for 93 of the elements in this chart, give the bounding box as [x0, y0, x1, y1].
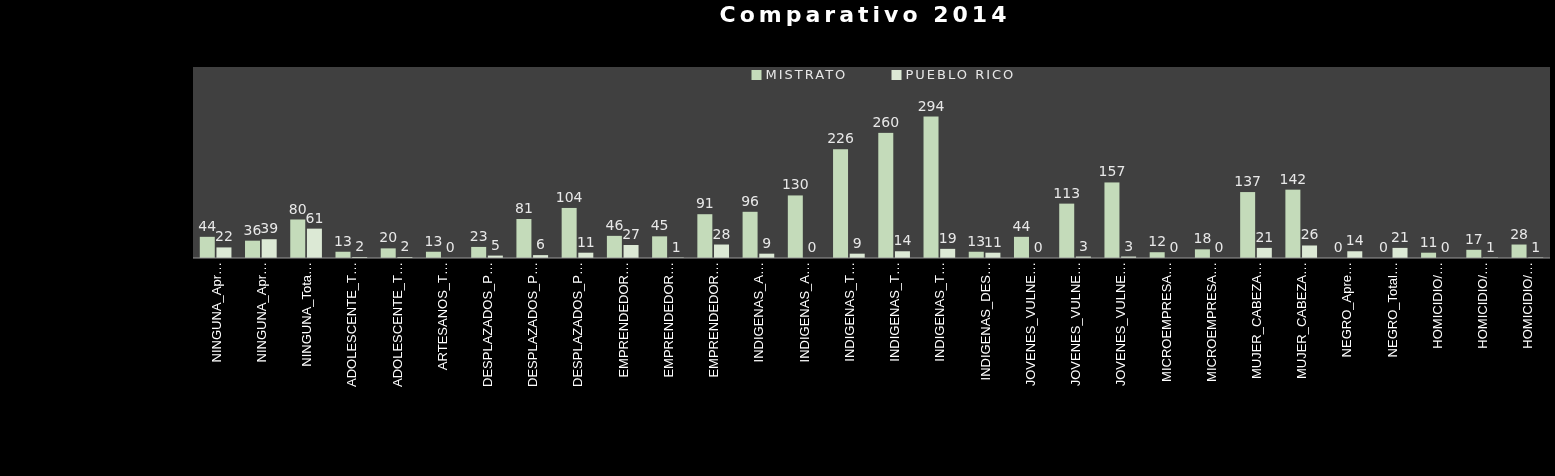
x-tick-label: ARTESANOS_T… [434, 262, 450, 371]
data-label: 18 [1193, 230, 1212, 247]
x-tick-label: NINGUNA_Tota… [299, 262, 315, 367]
x-tick-label: HOMICIDIO/… [1429, 262, 1445, 349]
data-label: 14 [1345, 232, 1364, 249]
x-tick-label: MICROEMPRESA… [1203, 262, 1219, 382]
data-label: 0 [1033, 239, 1043, 255]
x-tick-label: NEGRO_Apre… [1339, 262, 1355, 358]
data-label: 61 [305, 209, 324, 226]
data-label: 11 [1419, 233, 1438, 250]
data-label: 46 [605, 216, 624, 233]
x-tick-label: NINGUNA_Apr… [253, 262, 269, 363]
data-label: 27 [622, 226, 640, 243]
data-label: 0 [1214, 239, 1224, 255]
data-label: 6 [536, 236, 546, 253]
data-label: 0 [807, 239, 817, 255]
data-label: 0 [1440, 239, 1450, 255]
data-label: 12 [1148, 233, 1167, 250]
x-tick-label: JOVENES_VULNE… [1022, 262, 1038, 387]
data-label: 2 [355, 238, 365, 255]
x-tick-label: EMPRENDEDOR… [615, 262, 631, 378]
data-label: 104 [555, 188, 583, 205]
data-label: 28 [1510, 225, 1528, 242]
data-label: 0 [1333, 239, 1343, 255]
data-label: 142 [1279, 170, 1307, 187]
data-label: 11 [576, 233, 595, 250]
data-label: 5 [490, 236, 500, 253]
data-label: 0 [1378, 239, 1388, 255]
x-tick-label: JOVENES_VULNE… [1068, 262, 1084, 387]
x-tick-label: EMPRENDEDOR… [706, 262, 722, 378]
x-tick-label: DESPLAZADOS_P… [570, 262, 586, 387]
data-label: 113 [1053, 184, 1081, 201]
x-tick-label: JOVENES_VULNE… [1113, 262, 1129, 387]
data-label: 36 [243, 221, 262, 238]
x-tick-label: INDIGENAS_A… [796, 262, 812, 363]
data-label: 22 [215, 228, 233, 245]
data-label: 91 [695, 195, 714, 212]
data-label: 81 [515, 200, 533, 217]
x-tick-label: INDIGENAS_T… [932, 262, 948, 362]
data-label: 1 [1531, 238, 1541, 255]
legend-label: MISTRATO [765, 67, 848, 82]
data-label: 13 [424, 232, 443, 249]
x-tick-label: HOMICIDIO/… [1475, 262, 1491, 349]
data-label: 130 [781, 176, 809, 193]
data-label: 9 [762, 234, 772, 251]
data-label: 11 [984, 233, 1002, 250]
data-label: 2 [400, 238, 410, 255]
data-label: 44 [198, 217, 217, 234]
data-label: 0 [1169, 239, 1179, 255]
data-label: 23 [469, 227, 488, 244]
x-tick-label: INDIGENAS_A… [751, 262, 767, 363]
x-tick-label: INDIGENAS_DES… [977, 262, 993, 381]
data-label: 294 [917, 97, 945, 114]
legend-label: PUEBLO RICO [905, 67, 1016, 82]
data-label: 260 [872, 113, 900, 130]
data-label: 96 [741, 192, 760, 209]
data-label: 17 [1464, 230, 1483, 247]
data-label: 13 [967, 232, 986, 249]
data-label: 137 [1234, 173, 1262, 190]
x-tick-label: MICROEMPRESA… [1158, 262, 1174, 382]
data-label: 9 [852, 234, 862, 251]
x-tick-label: ADOLESCENTE_T… [344, 262, 360, 387]
data-label: 14 [893, 232, 912, 249]
data-label: 226 [827, 130, 854, 147]
x-tick-label: NINGUNA_Apr… [208, 262, 224, 363]
data-label: 19 [938, 229, 957, 246]
data-label: 45 [650, 217, 669, 234]
x-tick-label: ADOLESCENTE_T… [389, 262, 405, 387]
data-label: 1 [671, 238, 681, 255]
data-label: 1 [1486, 238, 1495, 255]
data-label: 157 [1098, 163, 1126, 180]
data-label: 26 [1300, 226, 1319, 243]
data-label: 3 [1078, 237, 1088, 254]
chart-title: Comparativo 2014 [719, 2, 1011, 27]
data-label: 3 [1124, 237, 1134, 254]
x-tick-label: DESPLAZADOS_P… [525, 262, 541, 387]
x-tick-label: INDIGENAS_T… [841, 262, 857, 362]
x-tick-label: DESPLAZADOS_P… [480, 262, 496, 387]
x-tick-label: NEGRO_Total… [1384, 262, 1400, 358]
data-label: 39 [260, 220, 279, 237]
x-tick-label: HOMICIDIO/… [1520, 262, 1536, 349]
x-tick-label: MUJER_CABEZA… [1248, 262, 1264, 380]
x-tick-label: INDIGENAS_T… [887, 262, 903, 362]
x-tick-label: MUJER_CABEZA… [1294, 262, 1310, 380]
data-label: 0 [445, 239, 455, 255]
data-label: 13 [334, 232, 352, 249]
data-label: 21 [1391, 228, 1409, 245]
data-label: 21 [1255, 228, 1274, 245]
data-label: 28 [712, 225, 731, 242]
data-label: 80 [288, 200, 307, 217]
data-label: 20 [379, 229, 398, 246]
x-tick-label: EMPRENDEDOR… [660, 262, 676, 378]
data-label: 44 [1012, 217, 1031, 234]
